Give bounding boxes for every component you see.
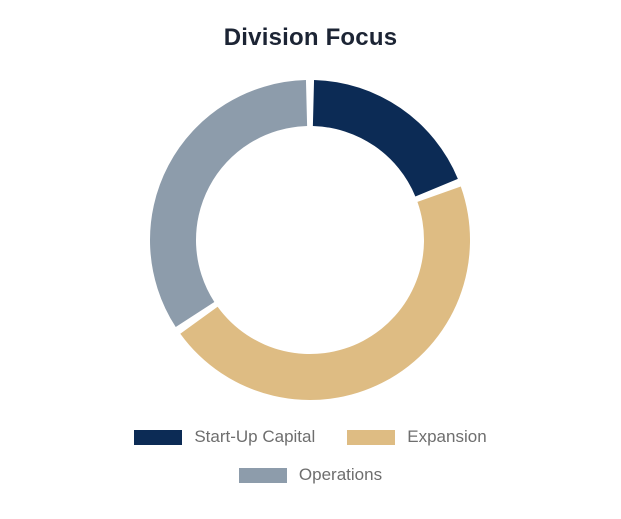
donut-slice-start-up-capital[interactable]	[312, 80, 458, 197]
donut-slices	[149, 80, 471, 401]
legend-label-expansion: Expansion	[407, 427, 487, 446]
legend-item-start-up-capital[interactable]: Start-Up Capital	[134, 427, 315, 447]
legend-swatch-expansion	[347, 429, 396, 445]
legend-item-operations[interactable]: Operations	[238, 465, 383, 485]
donut-slice-expansion[interactable]	[180, 186, 471, 401]
legend-item-expansion[interactable]: Expansion	[347, 427, 487, 447]
legend-row-2: Operations	[0, 456, 621, 494]
donut-svg	[149, 80, 471, 401]
legend-swatch-operations	[238, 467, 287, 483]
chart-title: Division Focus	[223, 24, 398, 51]
donut-plot-area	[149, 80, 471, 401]
legend-label-start-up-capital: Start-Up Capital	[194, 427, 316, 446]
donut-slice-operations[interactable]	[149, 80, 308, 328]
legend-row-1: Start-Up Capital Expansion	[0, 418, 621, 456]
chart-legend: Start-Up Capital Expansion Operations	[0, 418, 621, 494]
legend-swatch-start-up-capital	[134, 429, 183, 445]
legend-label-operations: Operations	[298, 465, 383, 484]
